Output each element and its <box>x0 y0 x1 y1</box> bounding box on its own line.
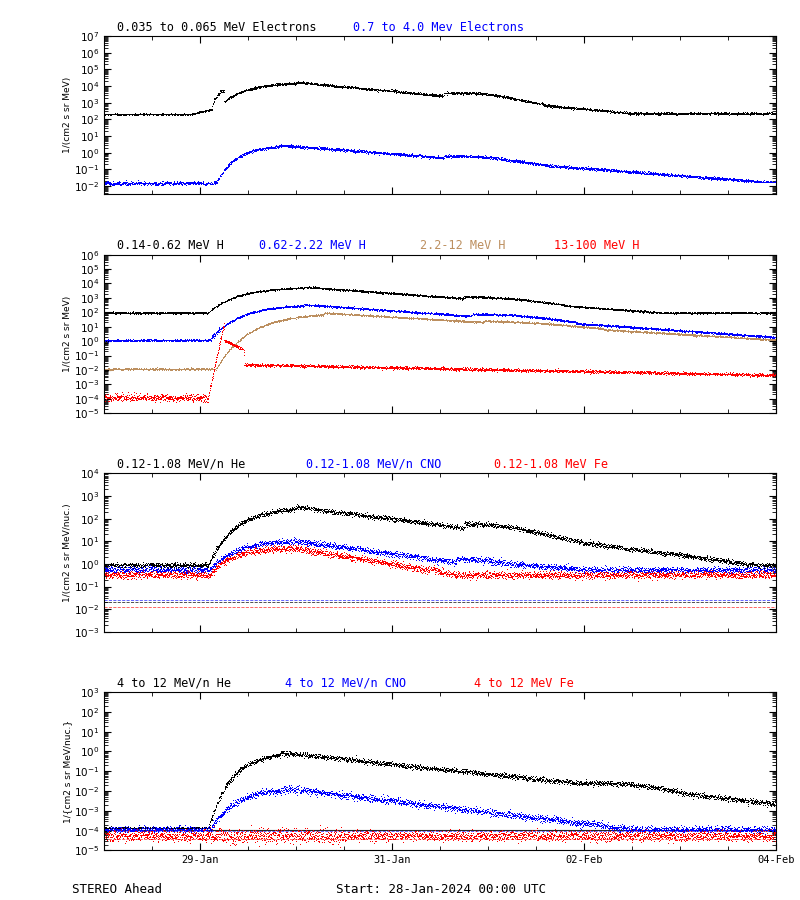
Text: Start: 28-Jan-2024 00:00 UTC: Start: 28-Jan-2024 00:00 UTC <box>336 883 546 896</box>
Text: 4 to 12 MeV Fe: 4 to 12 MeV Fe <box>474 677 574 689</box>
Text: 13-100 MeV H: 13-100 MeV H <box>554 239 640 252</box>
Text: 0.62-2.22 MeV H: 0.62-2.22 MeV H <box>258 239 366 252</box>
Text: 2.2-12 MeV H: 2.2-12 MeV H <box>420 239 506 252</box>
Y-axis label: 1/(cm2 s sr MeV): 1/(cm2 s sr MeV) <box>63 296 72 372</box>
Text: STEREO Ahead: STEREO Ahead <box>72 883 162 896</box>
Text: 0.12-1.08 MeV/n CNO: 0.12-1.08 MeV/n CNO <box>306 458 441 471</box>
Y-axis label: 1/(cm2 s sr MeV/nuc.): 1/(cm2 s sr MeV/nuc.) <box>63 503 72 602</box>
Text: 4 to 12 MeV/n He: 4 to 12 MeV/n He <box>118 677 231 689</box>
Text: 0.035 to 0.065 MeV Electrons: 0.035 to 0.065 MeV Electrons <box>118 21 317 33</box>
Y-axis label: 1/{cm2 s sr MeV/nuc.}: 1/{cm2 s sr MeV/nuc.} <box>63 720 72 823</box>
Y-axis label: 1/(cm2 s sr MeV): 1/(cm2 s sr MeV) <box>63 77 72 153</box>
Text: 0.12-1.08 MeV Fe: 0.12-1.08 MeV Fe <box>494 458 608 471</box>
Text: 0.14-0.62 MeV H: 0.14-0.62 MeV H <box>118 239 224 252</box>
Text: 0.12-1.08 MeV/n He: 0.12-1.08 MeV/n He <box>118 458 246 471</box>
Text: 4 to 12 MeV/n CNO: 4 to 12 MeV/n CNO <box>286 677 406 689</box>
Text: 0.7 to 4.0 Mev Electrons: 0.7 to 4.0 Mev Electrons <box>353 21 524 33</box>
